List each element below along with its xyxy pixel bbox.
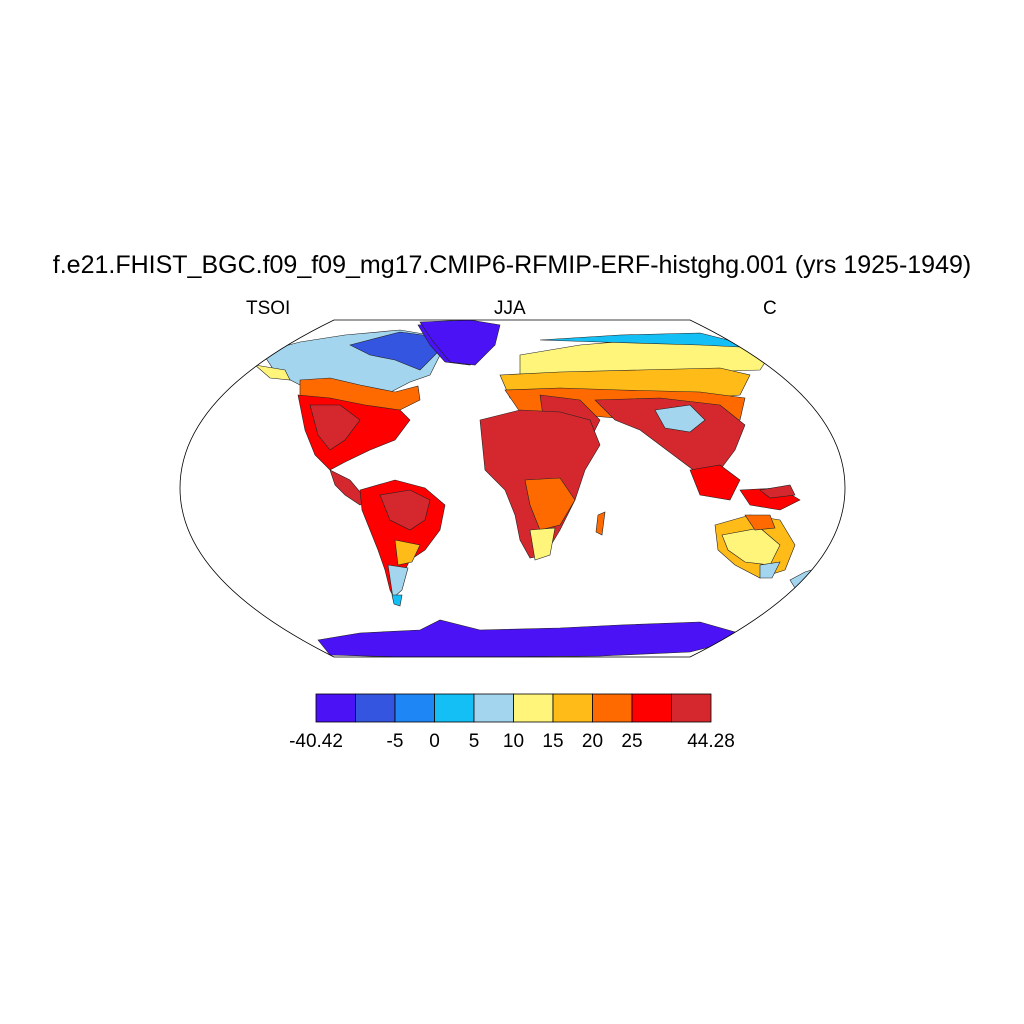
new-zealand <box>789 567 819 589</box>
eurasia <box>499 332 771 476</box>
colorbar-tick-label: 25 <box>621 731 643 752</box>
season-label: JJA <box>494 298 526 319</box>
colorbar-swatch <box>473 693 514 723</box>
antarctica <box>317 619 736 657</box>
maritime-asia <box>689 464 801 511</box>
south-america <box>359 479 446 607</box>
colorbar-swatch <box>394 693 435 723</box>
colorbar-swatch <box>315 693 356 723</box>
colorbar-swatch <box>592 693 633 723</box>
colorbar-tick-label: 15 <box>542 731 564 752</box>
africa <box>479 409 606 561</box>
colorbar <box>315 693 712 723</box>
colorbar-tick-label: -5 <box>386 731 404 752</box>
colorbar-tick-label: 5 <box>468 731 480 752</box>
colorbar-swatch <box>513 693 554 723</box>
colorbar-tick-label: 10 <box>502 731 525 752</box>
colorbar-tick-label: 44.28 <box>687 731 735 752</box>
australia <box>714 514 796 579</box>
colorbar-swatch <box>671 693 712 723</box>
map-frame <box>179 319 846 658</box>
colorbar-swatch <box>552 693 593 723</box>
colorbar-swatch <box>631 693 672 723</box>
colorbar-tick-label: 0 <box>429 731 440 752</box>
variable-label: TSOI <box>246 298 291 319</box>
map-title: f.e21.FHIST_BGC.f09_f09_mg17.CMIP6-RFMIP… <box>52 251 972 279</box>
colorbar-tick-label: -40.42 <box>289 731 343 752</box>
colorbar-swatch <box>355 693 396 723</box>
units-label: C <box>763 298 777 319</box>
greenland <box>419 320 501 366</box>
colorbar-tick-label: 20 <box>581 731 604 752</box>
colorbar-swatch <box>434 693 475 723</box>
